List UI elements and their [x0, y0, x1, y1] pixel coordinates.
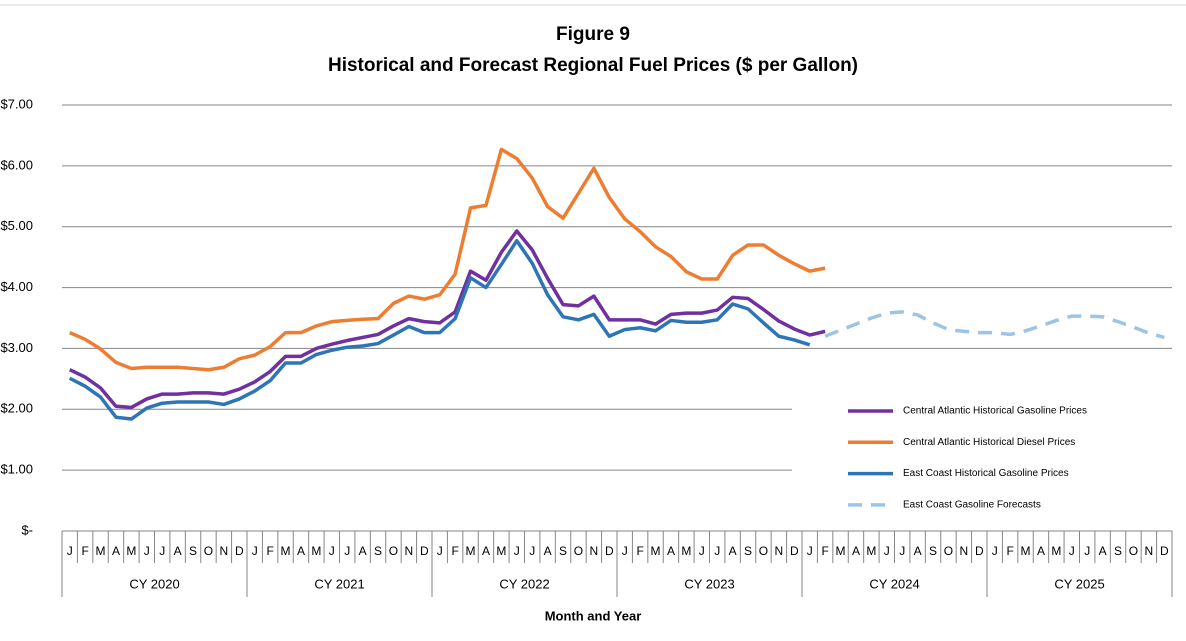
x-tick-label: A: [1099, 544, 1107, 558]
y-tick-label: $7.00: [0, 96, 33, 111]
legend-label: East Coast Gasoline Forecasts: [903, 500, 1041, 511]
x-axis-title: Month and Year: [545, 608, 642, 623]
series-line: [68, 238, 811, 421]
x-tick-label: D: [605, 544, 614, 558]
x-tick-label: M: [311, 544, 321, 558]
y-tick-label: $5.00: [0, 218, 33, 233]
x-tick-label: F: [81, 544, 88, 558]
x-tick-label: M: [1021, 544, 1031, 558]
x-group-label: CY 2021: [314, 576, 364, 591]
x-tick-label: A: [359, 544, 367, 558]
series-line: [69, 147, 826, 372]
y-tick-label: $-: [21, 522, 33, 537]
x-group-label: CY 2024: [869, 576, 919, 591]
x-tick-label: J: [1084, 544, 1090, 558]
x-tick-label: A: [112, 544, 120, 558]
x-tick-label: M: [836, 544, 846, 558]
x-tick-label: J: [514, 544, 520, 558]
x-tick-label: N: [1145, 544, 1154, 558]
x-tick-label: D: [420, 544, 429, 558]
series-line: [824, 310, 1165, 340]
legend-label: East Coast Historical Gasoline Prices: [903, 468, 1069, 479]
legend-label: Central Atlantic Historical Diesel Price…: [903, 437, 1075, 448]
x-tick-label: J: [159, 544, 165, 558]
x-tick-label: D: [975, 544, 984, 558]
x-tick-label: O: [944, 544, 953, 558]
x-tick-label: J: [622, 544, 628, 558]
x-tick-label: O: [1129, 544, 1138, 558]
x-tick-label: J: [1069, 544, 1075, 558]
x-tick-label: O: [204, 544, 213, 558]
x-tick-label: M: [281, 544, 291, 558]
x-group-label: CY 2025: [1054, 576, 1104, 591]
x-tick-label: O: [389, 544, 398, 558]
x-tick-label: F: [636, 544, 643, 558]
x-tick-label: J: [252, 544, 258, 558]
x-tick-label: J: [992, 544, 998, 558]
x-tick-label: N: [960, 544, 969, 558]
y-tick-label: $3.00: [0, 340, 33, 355]
x-tick-label: D: [1160, 544, 1169, 558]
x-tick-label: J: [807, 544, 813, 558]
x-tick-label: M: [1051, 544, 1061, 558]
x-tick-label: A: [852, 544, 860, 558]
y-tick-label: $4.00: [0, 279, 33, 294]
x-tick-label: F: [1006, 544, 1013, 558]
x-tick-label: F: [451, 544, 458, 558]
x-tick-label: M: [866, 544, 876, 558]
x-tick-label: J: [344, 544, 350, 558]
series-line: [68, 229, 826, 410]
x-tick-label: M: [496, 544, 506, 558]
x-tick-label: A: [914, 544, 922, 558]
x-tick-label: S: [559, 544, 567, 558]
x-tick-label: J: [714, 544, 720, 558]
x-tick-label: J: [899, 544, 905, 558]
x-tick-label: J: [884, 544, 890, 558]
x-tick-label: A: [174, 544, 182, 558]
legend-label: Central Atlantic Historical Gasoline Pri…: [903, 406, 1087, 417]
y-tick-label: $6.00: [0, 157, 33, 172]
x-tick-label: A: [544, 544, 552, 558]
y-tick-label: $1.00: [0, 462, 33, 477]
x-tick-label: S: [374, 544, 382, 558]
x-tick-label: D: [235, 544, 244, 558]
y-tick-label: $2.00: [0, 401, 33, 416]
x-tick-label: A: [1037, 544, 1045, 558]
x-tick-label: M: [466, 544, 476, 558]
x-tick-label: S: [189, 544, 197, 558]
x-tick-label: M: [126, 544, 136, 558]
x-tick-label: S: [929, 544, 937, 558]
x-tick-label: J: [144, 544, 150, 558]
x-tick-label: M: [96, 544, 106, 558]
x-tick-label: J: [67, 544, 73, 558]
x-tick-label: N: [775, 544, 784, 558]
legend-box: [792, 382, 1172, 524]
chart-title: Figure 9: [556, 24, 630, 45]
x-tick-label: A: [482, 544, 490, 558]
x-tick-label: O: [574, 544, 583, 558]
x-tick-label: J: [529, 544, 535, 558]
x-tick-label: O: [759, 544, 768, 558]
x-tick-label: J: [437, 544, 443, 558]
x-tick-label: A: [667, 544, 675, 558]
x-tick-label: S: [1114, 544, 1122, 558]
x-tick-label: M: [681, 544, 691, 558]
x-tick-label: S: [744, 544, 752, 558]
x-tick-label: A: [729, 544, 737, 558]
x-group-label: CY 2022: [499, 576, 549, 591]
x-tick-label: N: [405, 544, 414, 558]
x-tick-label: A: [297, 544, 305, 558]
x-tick-label: J: [329, 544, 335, 558]
x-tick-label: N: [220, 544, 229, 558]
x-tick-label: D: [790, 544, 799, 558]
x-tick-label: F: [266, 544, 273, 558]
x-tick-label: M: [651, 544, 661, 558]
x-group-label: CY 2020: [129, 576, 179, 591]
x-tick-label: N: [590, 544, 599, 558]
chart-subtitle: Historical and Forecast Regional Fuel Pr…: [328, 55, 858, 76]
x-tick-label: J: [699, 544, 705, 558]
x-group-label: CY 2023: [684, 576, 734, 591]
x-tick-label: F: [821, 544, 828, 558]
